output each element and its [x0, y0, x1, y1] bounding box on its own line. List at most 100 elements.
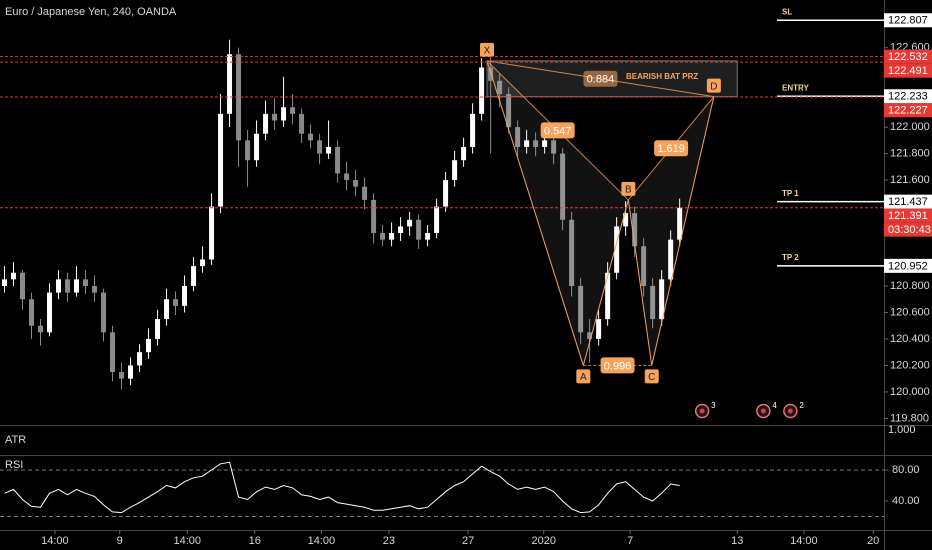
atr-label: ATR	[5, 434, 26, 446]
event-dot	[760, 408, 766, 414]
candle-body	[83, 279, 89, 286]
candle-body	[389, 233, 395, 240]
price-badge-label: 121.391	[888, 210, 928, 222]
candle-body	[623, 213, 629, 227]
pattern-area	[487, 60, 629, 366]
candle-body	[335, 146, 341, 174]
x-tick-label: 14:00	[41, 535, 69, 547]
rsi-label: RSI	[5, 459, 23, 471]
candle-body	[677, 207, 683, 240]
candle-body	[362, 186, 368, 200]
candle-body	[200, 259, 206, 267]
event-dot	[699, 408, 705, 414]
rsi-tick-label: 40.00	[892, 495, 920, 507]
x-tick-label: 9	[117, 535, 123, 547]
candle-body	[425, 233, 431, 240]
candle-body	[20, 272, 26, 300]
candle-body	[641, 246, 647, 286]
candle-body	[560, 153, 566, 220]
candle-body	[479, 67, 485, 114]
level-name: SL	[782, 7, 792, 16]
candle-body	[146, 338, 152, 353]
price-badge	[884, 194, 932, 209]
y-tick-label: 119.800	[890, 412, 929, 424]
candle-body	[74, 279, 80, 293]
candle-body	[11, 272, 17, 280]
x-tick-label: 14:00	[790, 535, 818, 547]
candle-body	[290, 107, 296, 114]
event-dot	[787, 408, 793, 414]
candle-body	[398, 226, 404, 234]
prz-label: BEARISH BAT PRZ	[626, 72, 698, 81]
candle-body	[533, 140, 539, 147]
countdown-label: 03:30:43	[888, 224, 931, 236]
event-count: 4	[772, 401, 777, 410]
candle-body	[236, 54, 242, 141]
x-tick-label: 14:00	[308, 535, 336, 547]
candle-body	[245, 140, 251, 161]
candle-body	[263, 113, 269, 134]
candle-body	[29, 299, 35, 326]
candle-body	[137, 352, 143, 366]
pattern-leg	[627, 199, 653, 366]
point-label: A	[580, 372, 587, 383]
pattern-point	[480, 42, 495, 57]
y-tick-label: 120.000	[890, 386, 930, 398]
x-tick-label: 27	[462, 535, 474, 547]
pattern-leg	[651, 96, 715, 366]
candle-body	[596, 319, 602, 339]
rsi-line	[4, 461, 680, 514]
ratio-label: 0.547	[544, 125, 572, 137]
candle-body	[209, 206, 215, 260]
candle-body	[110, 332, 116, 373]
price-badge-label: 122.807	[888, 15, 928, 27]
candle-body	[659, 279, 665, 320]
candle-body	[56, 279, 62, 293]
point-label: C	[648, 372, 655, 383]
candle-body	[569, 219, 575, 286]
candle-body	[317, 140, 323, 154]
point-label: D	[710, 81, 717, 92]
candle-body	[542, 140, 548, 147]
ratio-label: 0.884	[587, 74, 615, 86]
price-badge-label: 121.437	[888, 196, 928, 208]
rsi-tick-label: 80.00	[892, 464, 920, 476]
price-badge-label: 122.233	[888, 91, 928, 103]
price-badge-label: 122.532	[888, 51, 928, 63]
ratio-badge	[540, 122, 575, 139]
chart-title: Euro / Japanese Yen, 240, OANDA	[5, 6, 177, 18]
ratio-label: 1.619	[657, 143, 685, 155]
candle-body	[470, 113, 476, 147]
x-tick-label: 7	[627, 535, 633, 547]
pattern-leg	[486, 60, 584, 366]
candle-body	[299, 113, 305, 134]
pattern-point	[576, 369, 591, 384]
atr-tick-label: 1.000	[888, 424, 916, 436]
y-tick-label: 120.200	[890, 359, 930, 371]
pattern-leg	[582, 199, 629, 366]
x-tick-label: 14:00	[173, 535, 201, 547]
y-tick-label: 120.600	[890, 306, 930, 318]
price-badge	[884, 63, 932, 78]
candle-body	[227, 54, 233, 114]
candle-body	[47, 292, 53, 333]
candle-body	[218, 113, 224, 207]
point-label: X	[484, 46, 491, 57]
candle-body	[101, 292, 107, 333]
candle-body	[353, 180, 359, 187]
level-name: ENTRY	[782, 83, 809, 92]
ratio-badge	[600, 357, 635, 374]
event-count: 3	[711, 401, 716, 410]
y-tick-label: 120.800	[890, 280, 930, 292]
price-badge	[884, 13, 932, 28]
candle-body	[128, 365, 134, 379]
candle-body	[434, 206, 440, 234]
candle-body	[668, 239, 674, 280]
point-label: B	[625, 185, 632, 196]
candle-body	[407, 219, 413, 227]
candle-body	[2, 279, 8, 286]
candle-body	[614, 226, 620, 273]
x-tick-label: 13	[731, 535, 743, 547]
y-tick-label: 121.800	[890, 147, 930, 159]
